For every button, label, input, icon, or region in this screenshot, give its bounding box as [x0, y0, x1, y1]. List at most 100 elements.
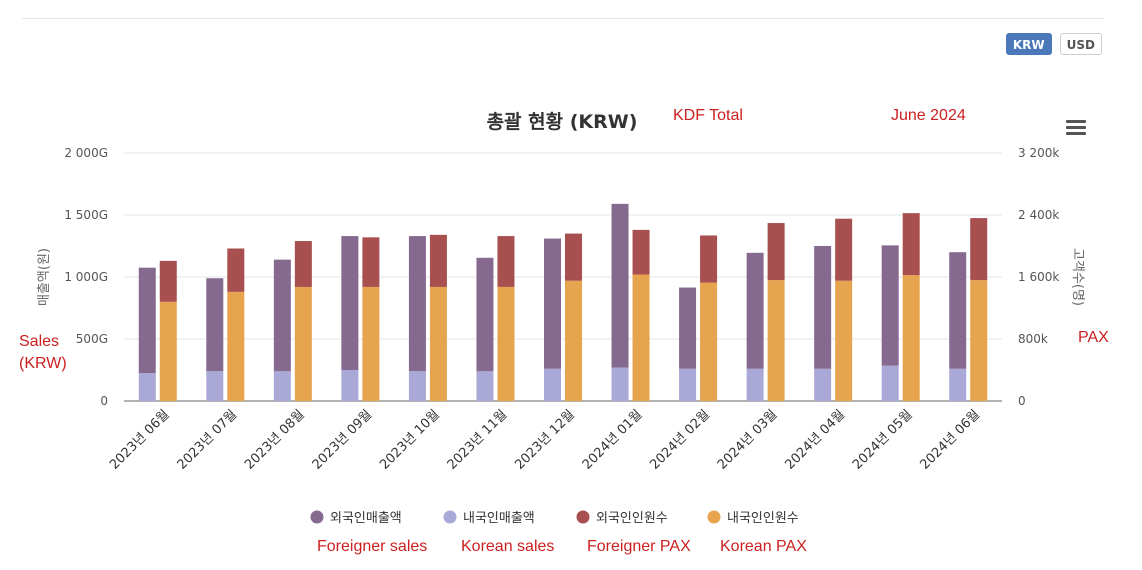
y-left-tick-label: 500G	[76, 332, 108, 346]
bar	[632, 229, 650, 275]
bar	[476, 371, 494, 401]
legend-translation-2: Korean sales	[461, 538, 555, 555]
bar	[497, 236, 515, 287]
bar	[949, 368, 967, 401]
bar	[408, 236, 426, 372]
legend-label: 외국인인원수	[596, 511, 668, 526]
bar	[159, 301, 177, 401]
bar	[700, 282, 718, 401]
bar	[227, 291, 245, 401]
bar	[544, 238, 561, 369]
bar	[544, 368, 561, 401]
y-right-tick-label: 1 600k	[1018, 270, 1059, 284]
bar	[273, 259, 291, 372]
x-tick-label: 2023년 11월	[445, 407, 511, 473]
x-tick-label: 2024년 02월	[647, 407, 713, 473]
y-left-translation-line-2: (KRW)	[19, 355, 67, 372]
legend-marker	[576, 510, 590, 524]
bar	[746, 252, 764, 369]
bar	[835, 218, 853, 281]
bar	[611, 367, 629, 401]
date-annotation: June 2024	[891, 107, 966, 124]
bar	[814, 368, 832, 401]
bar	[206, 371, 224, 401]
y-left-translation-line-1: Sales	[19, 333, 60, 350]
x-tick-label: 2024년 06월	[918, 407, 984, 473]
bar	[679, 287, 697, 369]
bar	[497, 286, 515, 401]
bar	[362, 286, 380, 401]
currency-button-usd[interactable]: USD	[1059, 33, 1102, 55]
x-tick-label: 2023년 09월	[310, 407, 376, 473]
bar	[565, 280, 582, 401]
bar	[679, 368, 697, 401]
y-right-axis-title: 고객수(명)	[1070, 248, 1085, 306]
legend-translation-4: Korean PAX	[720, 538, 807, 555]
y-left-tick-label: 1 000G	[64, 270, 108, 284]
bar	[949, 252, 967, 369]
x-tick-label: 2024년 05월	[850, 407, 916, 473]
y-left-axis-title: 매출액(원)	[37, 248, 52, 306]
bar	[814, 246, 832, 369]
x-tick-label: 2024년 03월	[715, 407, 781, 473]
legend-label: 내국인매출액	[463, 511, 535, 526]
y-right-tick-label: 800k	[1018, 332, 1048, 346]
x-tick-label: 2023년 06월	[107, 407, 173, 473]
bar	[294, 286, 312, 401]
bar	[767, 223, 785, 281]
y-right-tick-label: 3 200k	[1018, 146, 1059, 160]
x-tick-label: 2023년 07월	[175, 407, 241, 473]
bar	[227, 248, 245, 292]
x-tick-label: 2023년 08월	[242, 407, 308, 473]
legend-label: 외국인매출액	[330, 511, 402, 526]
title-translation: KDF Total	[673, 107, 743, 124]
currency-toggle: KRW USD	[1005, 33, 1102, 55]
top-divider	[22, 18, 1104, 19]
bar	[138, 373, 156, 401]
y-left-tick-label: 0	[100, 394, 108, 408]
bar	[611, 203, 629, 368]
legend-marker	[310, 510, 324, 524]
currency-button-krw[interactable]: KRW	[1005, 33, 1052, 55]
legend-marker	[443, 510, 457, 524]
y-right-tick-label: 0	[1018, 394, 1026, 408]
bar	[970, 280, 988, 401]
hamburger-menu-icon[interactable]	[1066, 120, 1086, 136]
y-right-translation: PAX	[1078, 329, 1109, 346]
bar	[902, 275, 920, 401]
y-right-tick-label: 2 400k	[1018, 208, 1059, 222]
bar	[206, 278, 224, 372]
bar	[429, 286, 447, 401]
bar	[429, 234, 447, 287]
x-tick-label: 2023년 12월	[512, 407, 578, 473]
y-left-tick-label: 1 500G	[64, 208, 108, 222]
bar	[294, 241, 312, 287]
y-left-translation: Sales (KRW)	[19, 331, 67, 375]
chart-title: 총괄 현황 (KRW)	[487, 110, 638, 133]
x-tick-label: 2024년 01월	[580, 407, 646, 473]
bar	[970, 218, 988, 281]
bar	[881, 365, 899, 401]
bar	[341, 370, 359, 401]
bar	[902, 213, 920, 276]
legend-translation-3: Foreigner PAX	[587, 538, 691, 555]
x-tick-label: 2024년 04월	[782, 407, 848, 473]
bar	[632, 274, 650, 401]
bar	[746, 368, 764, 401]
bar	[835, 280, 853, 401]
bar	[700, 235, 718, 283]
x-tick-label: 2023년 10월	[377, 407, 443, 473]
bar	[159, 260, 177, 302]
bar	[767, 280, 785, 401]
legend-marker	[707, 510, 721, 524]
bar	[881, 245, 899, 366]
bar	[408, 371, 426, 401]
bar	[273, 371, 291, 401]
bar	[476, 257, 494, 372]
legend-translation-1: Foreigner sales	[317, 538, 428, 555]
y-left-tick-label: 2 000G	[64, 146, 108, 160]
bar	[138, 267, 156, 374]
bar	[565, 233, 582, 281]
bar	[362, 237, 380, 287]
